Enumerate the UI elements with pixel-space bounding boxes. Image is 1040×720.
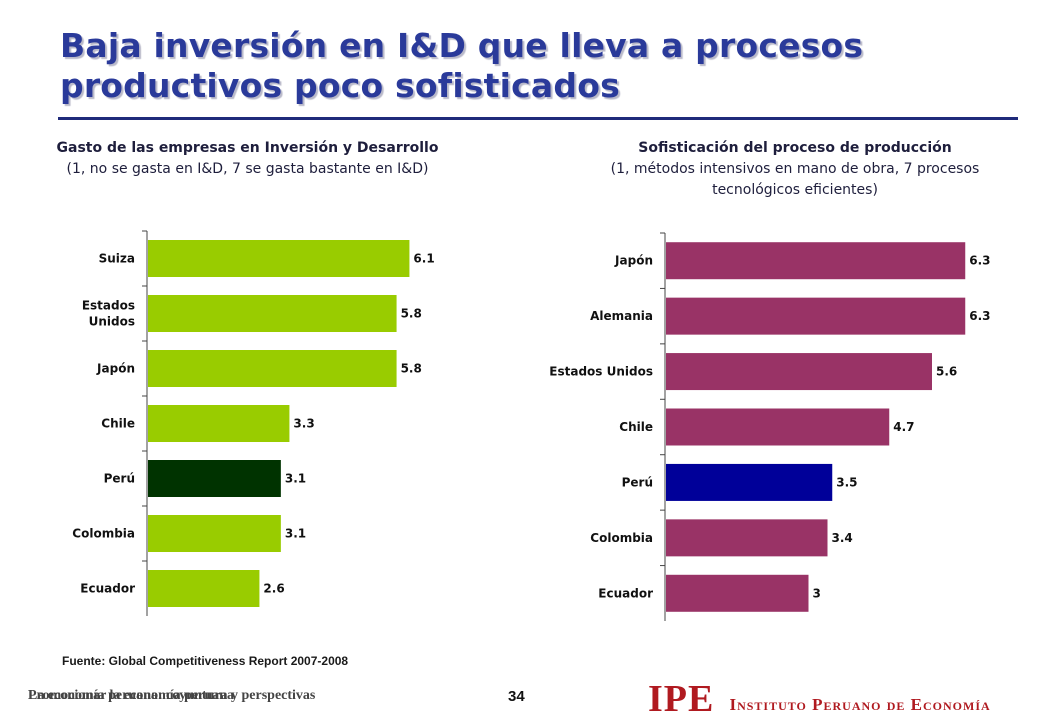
chart-right-bar-estados-unidos bbox=[666, 353, 932, 391]
chart-left-bar-chile bbox=[148, 405, 290, 442]
chart-left-value-label: 5.8 bbox=[401, 307, 422, 321]
chart-right-category-label: Perú bbox=[622, 475, 653, 489]
chart-left-bar-per- bbox=[148, 460, 281, 497]
left-chart-title: Gasto de las empresas en Inversión y Des… bbox=[56, 140, 439, 156]
right-chart-title: Sofisticación del proceso de producción bbox=[638, 140, 952, 156]
logo-name: Instituto Peruano de Economía bbox=[729, 695, 991, 714]
chart-left-category-label: Suiza bbox=[99, 252, 135, 266]
chart-left-value-label: 3.1 bbox=[285, 472, 306, 486]
left-chart-header: Gasto de las empresas en Inversión y Des… bbox=[40, 138, 455, 180]
ipe-logo: IPE Instituto Peruano de Economía bbox=[648, 680, 991, 718]
chart-left-bar-colombia bbox=[148, 515, 281, 552]
chart-left-category-label: Chile bbox=[101, 417, 135, 431]
chart-left-category-label: Japón bbox=[96, 362, 135, 376]
chart-left-value-label: 2.6 bbox=[263, 582, 284, 596]
chart-left-bar-suiza bbox=[148, 240, 410, 277]
logo-abbreviation: IPE bbox=[648, 678, 715, 720]
page-number: 34 bbox=[508, 688, 525, 705]
chart-right-bar-jap-n bbox=[666, 242, 966, 280]
left-bar-chart: 6.1 Suiza 5.8 Estados Unidos 5.8 Japón 3.3 Chile… bbox=[72, 230, 435, 616]
chart-right-value-label: 3.5 bbox=[836, 475, 857, 489]
chart-right-bar-colombia bbox=[666, 519, 828, 557]
chart-right-category-label: Estados Unidos bbox=[549, 365, 653, 379]
chart-right-bar-per- bbox=[666, 463, 833, 501]
slide-title-line-2: productivos poco sofisticados bbox=[60, 66, 620, 105]
chart-right-category-label: Ecuador bbox=[598, 586, 653, 600]
left-chart-subtitle: (1, no se gasta en I&D, 7 se gasta basta… bbox=[66, 161, 429, 177]
chart-right-value-label: 5.6 bbox=[936, 365, 957, 379]
chart-right-value-label: 3 bbox=[813, 586, 821, 600]
chart-left-value-label: 3.3 bbox=[293, 417, 314, 431]
chart-right-category-label: Colombia bbox=[590, 531, 653, 545]
chart-left-category-label: Colombia bbox=[72, 527, 135, 541]
chart-right-value-label: 3.4 bbox=[832, 531, 853, 545]
chart-right-bar-ecuador bbox=[666, 574, 809, 612]
chart-left-category-label: Ecuador bbox=[80, 582, 135, 596]
right-chart-subtitle: (1, métodos intensivos en mano de obra, … bbox=[610, 161, 980, 198]
chart-left-category-label: Unidos bbox=[89, 315, 135, 329]
chart-right-value-label: 4.7 bbox=[893, 420, 914, 434]
chart-left-value-label: 5.8 bbox=[401, 362, 422, 376]
chart-left-category-label: Estados bbox=[82, 299, 135, 313]
slide-title-line-1: Baja inversión en I&D que lleva a proces… bbox=[60, 26, 864, 65]
right-chart-header: Sofisticación del proceso de producción … bbox=[590, 138, 1000, 201]
chart-right-category-label: Chile bbox=[619, 420, 653, 434]
slide-title: Baja inversión en I&D que lleva a proces… bbox=[60, 26, 1020, 106]
chart-right-category-label: Japón bbox=[614, 254, 653, 268]
chart-right-bar-chile bbox=[666, 408, 890, 446]
source-note: Fuente: Global Competitiveness Report 20… bbox=[62, 654, 349, 668]
footer-text-b: Promocionar la economía peruana bbox=[28, 688, 234, 703]
footer-text-a: La economía peruana: coyuntura y perspec… bbox=[28, 688, 316, 703]
chart-left-value-label: 6.1 bbox=[413, 252, 434, 266]
chart-left-category-label: Perú bbox=[104, 472, 135, 486]
chart-right-bar-alemania bbox=[666, 297, 966, 335]
chart-left-bar-jap-n bbox=[148, 350, 397, 387]
chart-left-bar-estados-unidos bbox=[148, 295, 397, 332]
title-underline bbox=[58, 117, 1018, 120]
right-bar-chart: 6.3 Japón 6.3 Alemania 5.6 Estados Unidos 4.7 C… bbox=[549, 232, 991, 621]
chart-right-value-label: 6.3 bbox=[969, 254, 990, 268]
chart-right-category-label: Alemania bbox=[590, 309, 653, 323]
chart-left-value-label: 3.1 bbox=[285, 527, 306, 541]
chart-left-bar-ecuador bbox=[148, 570, 260, 607]
chart-right-value-label: 6.3 bbox=[969, 309, 990, 323]
